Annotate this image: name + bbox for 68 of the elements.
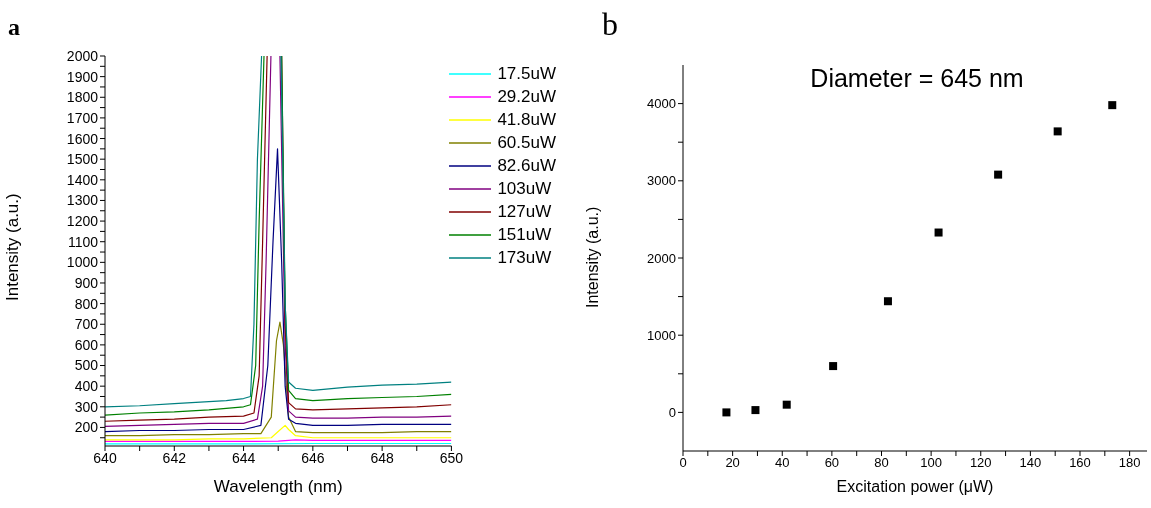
x-tick-label: 100	[920, 455, 942, 471]
y-tick-label: 200	[74, 419, 99, 436]
x-tick-label: 120	[969, 455, 992, 471]
legend-label: 29.2uW	[497, 86, 556, 107]
y-tick-label: 1800	[66, 89, 99, 106]
y-tick-label: 1100	[67, 233, 99, 250]
y-tick-label: 1200	[66, 213, 99, 230]
legend-label: 17.5uW	[497, 63, 556, 84]
point	[1053, 127, 1062, 136]
y-tick-label: 1500	[66, 151, 99, 168]
legend-label: 41.8uW	[497, 109, 556, 130]
x-tick-label: 644	[231, 449, 256, 466]
y-tick-label: 900	[74, 274, 99, 291]
x-tick-label: 642	[162, 449, 187, 466]
x-tick-label: 0	[679, 455, 687, 471]
x-tick-label: 80	[874, 455, 889, 471]
x-tick-label: 648	[370, 449, 395, 466]
x-tick-label: 40	[775, 455, 790, 471]
legend-label: 173uW	[497, 247, 552, 268]
y-tick-label: 2000	[66, 47, 99, 64]
y-tick-label: 400	[74, 378, 99, 395]
point	[782, 400, 791, 409]
x-tick-label: 650	[439, 449, 464, 466]
chart-title: a	[8, 14, 20, 41]
point	[751, 406, 760, 415]
y-tick-label: 1900	[66, 68, 99, 85]
y-tick-label: 800	[74, 295, 99, 312]
y-tick-label: 2000	[647, 250, 676, 266]
x-tick-label: 160	[1069, 455, 1091, 471]
line-series	[105, 424, 452, 441]
point	[1108, 101, 1117, 110]
legend-label: 82.6uW	[497, 155, 556, 176]
x-tick-label: 20	[725, 455, 740, 471]
point	[934, 228, 943, 237]
y-tick-label: 500	[74, 357, 99, 374]
x-axis-title: Excitation power (μW)	[836, 478, 994, 495]
line-series	[105, 321, 452, 437]
point	[722, 408, 731, 417]
x-tick-label: 60	[824, 455, 840, 471]
x-tick-label: 646	[301, 449, 325, 466]
x-tick-label: 640	[93, 449, 117, 466]
chart-title: b	[602, 6, 618, 43]
y-axis-title: Intensity (a.u.)	[583, 206, 601, 308]
legend-label: 127uW	[497, 201, 552, 222]
legend-label: 103uW	[497, 178, 552, 199]
y-axis-title: Intensity (a.u.)	[3, 193, 23, 301]
x-tick-label: 140	[1019, 455, 1042, 471]
legend-label: 151uW	[497, 224, 552, 245]
line-series	[105, 148, 452, 433]
y-tick-label: 1300	[66, 192, 99, 209]
y-tick-label: 0	[668, 405, 676, 421]
point	[829, 362, 838, 371]
y-tick-label: 1000	[647, 327, 676, 343]
y-tick-label: 1400	[66, 171, 99, 188]
annotation: Diameter = 645 nm	[809, 64, 1025, 93]
legend-label: 60.5uW	[497, 132, 556, 153]
y-tick-label: 1000	[66, 254, 99, 271]
x-axis-title: Wavelength (nm)	[213, 477, 343, 496]
y-tick-label: 4000	[647, 96, 676, 112]
x-tick-label: 180	[1118, 455, 1141, 471]
y-tick-label: 600	[74, 336, 99, 353]
point	[883, 297, 892, 306]
y-tick-label: 3000	[647, 173, 676, 189]
y-tick-label: 1700	[66, 109, 99, 126]
y-tick-label: 1600	[66, 130, 99, 147]
y-tick-label: 700	[74, 316, 99, 333]
y-tick-label: 300	[74, 398, 99, 415]
point	[994, 170, 1003, 179]
